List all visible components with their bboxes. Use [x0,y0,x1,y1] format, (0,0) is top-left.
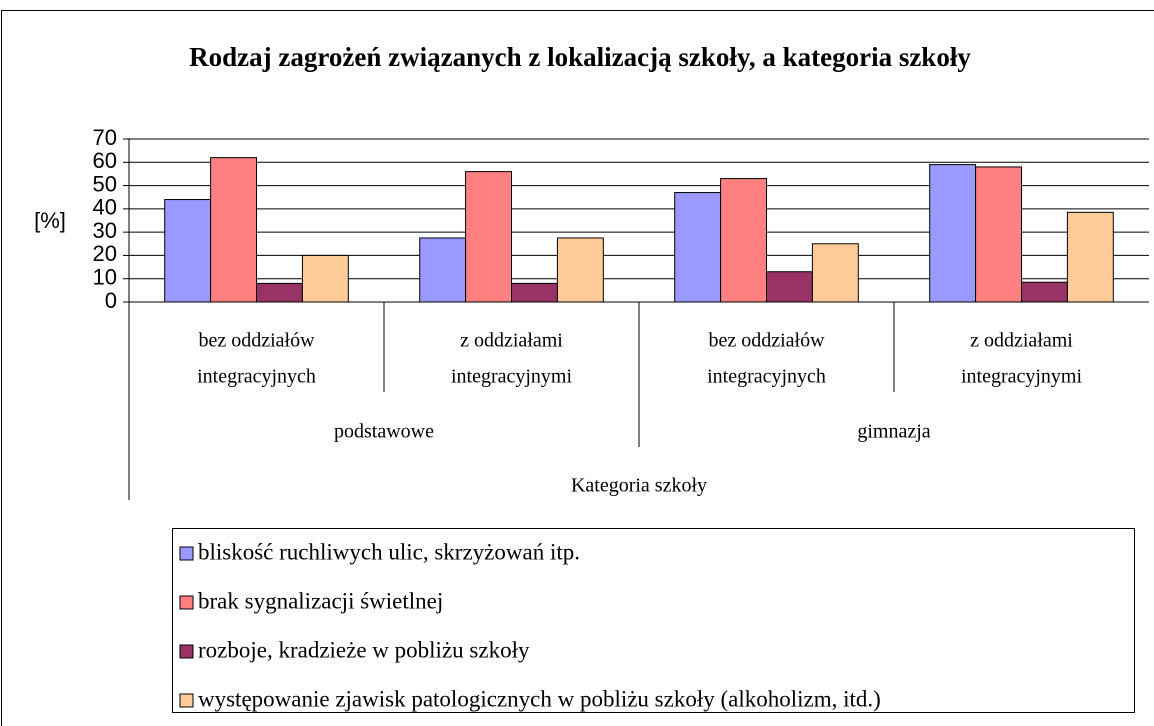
bar [975,166,1022,303]
bar [256,282,303,303]
x-tick-label: integracyjnymi [961,366,1083,388]
bar [720,178,767,303]
x-tick-label: integracyjnych [197,366,316,388]
y-tick-label: 30 [93,218,117,243]
legend-label: występowanie zjawisk patologicznych w po… [198,686,881,711]
bar [766,271,813,303]
y-tick-label: 40 [93,195,117,220]
x-tick-label: integracyjnymi [451,366,573,388]
x-tick-label: bez oddziałów [198,330,315,352]
y-tick-label: 70 [93,125,117,150]
bar [1066,211,1114,303]
bar [301,254,349,303]
x-axis-label: Kategoria szkoły [571,475,707,497]
y-tick-label: 60 [93,148,117,173]
x-tick-label: integracyjnych [707,366,826,388]
bar [929,164,977,303]
bar [811,243,859,303]
frame [1,10,1154,726]
bar [674,192,722,303]
legend-swatch [179,595,194,610]
y-tick-label: 0 [105,288,117,313]
legend-swatch [179,644,194,659]
x-tick-label: bez oddziałów [708,330,825,352]
bar [419,237,467,303]
legend-label: rozboje, kradzieże w pobliżu szkoły [198,637,530,662]
legend-swatch [179,546,194,561]
y-tick-label: 10 [93,265,117,290]
bar [164,199,212,303]
chart-title: Rodzaj zagrożeń związanych z lokalizacją… [189,42,971,72]
legend [172,528,1135,713]
bar [556,237,604,303]
legend-label: brak sygnalizacji świetlnej [198,588,443,613]
bar [210,157,258,303]
y-axis-label: [%] [34,208,66,233]
x-tick-label: z oddziałami [970,330,1073,352]
bar [511,282,558,303]
group-label: gimnazja [857,421,930,443]
legend-swatch [179,693,194,708]
y-tick-label: 20 [93,241,117,266]
group-label: podstawowe [334,421,434,443]
x-tick-label: z oddziałami [460,330,563,352]
bar [1021,281,1068,303]
bar [465,171,513,303]
legend-label: bliskość ruchliwych ulic, skrzyżowań itp… [198,539,580,564]
y-tick-label: 50 [93,171,117,196]
